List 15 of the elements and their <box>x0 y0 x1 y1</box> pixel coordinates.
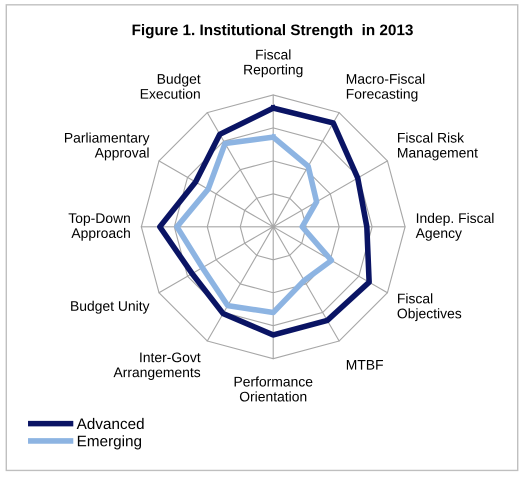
spoke-label: Macro-Fiscal Forecasting <box>346 74 424 102</box>
spoke-label: Parliamentary Approval <box>64 132 150 160</box>
spoke-label: Budget Execution <box>140 74 201 99</box>
spoke-label: Inter-Govt Arrangements <box>113 352 201 380</box>
spoke-label: Top-Down Approach <box>68 213 130 241</box>
spoke-label: MTBF <box>346 360 383 370</box>
spoke-label: Fiscal Reporting <box>244 49 302 78</box>
legend-label: Emerging <box>78 435 142 450</box>
spoke-label: Fiscal Risk Management <box>398 132 478 160</box>
spoke-label: Performance Orientation <box>234 376 312 402</box>
spoke-label: Fiscal Objectives <box>398 293 462 322</box>
legend-label: Advanced <box>76 418 144 430</box>
spoke-label: Indep. Fiscal Agency <box>416 212 494 241</box>
chart-title: Figure 1. Institutional Strength in 2013 <box>132 24 413 38</box>
spoke-label: Budget Unity <box>71 300 150 314</box>
